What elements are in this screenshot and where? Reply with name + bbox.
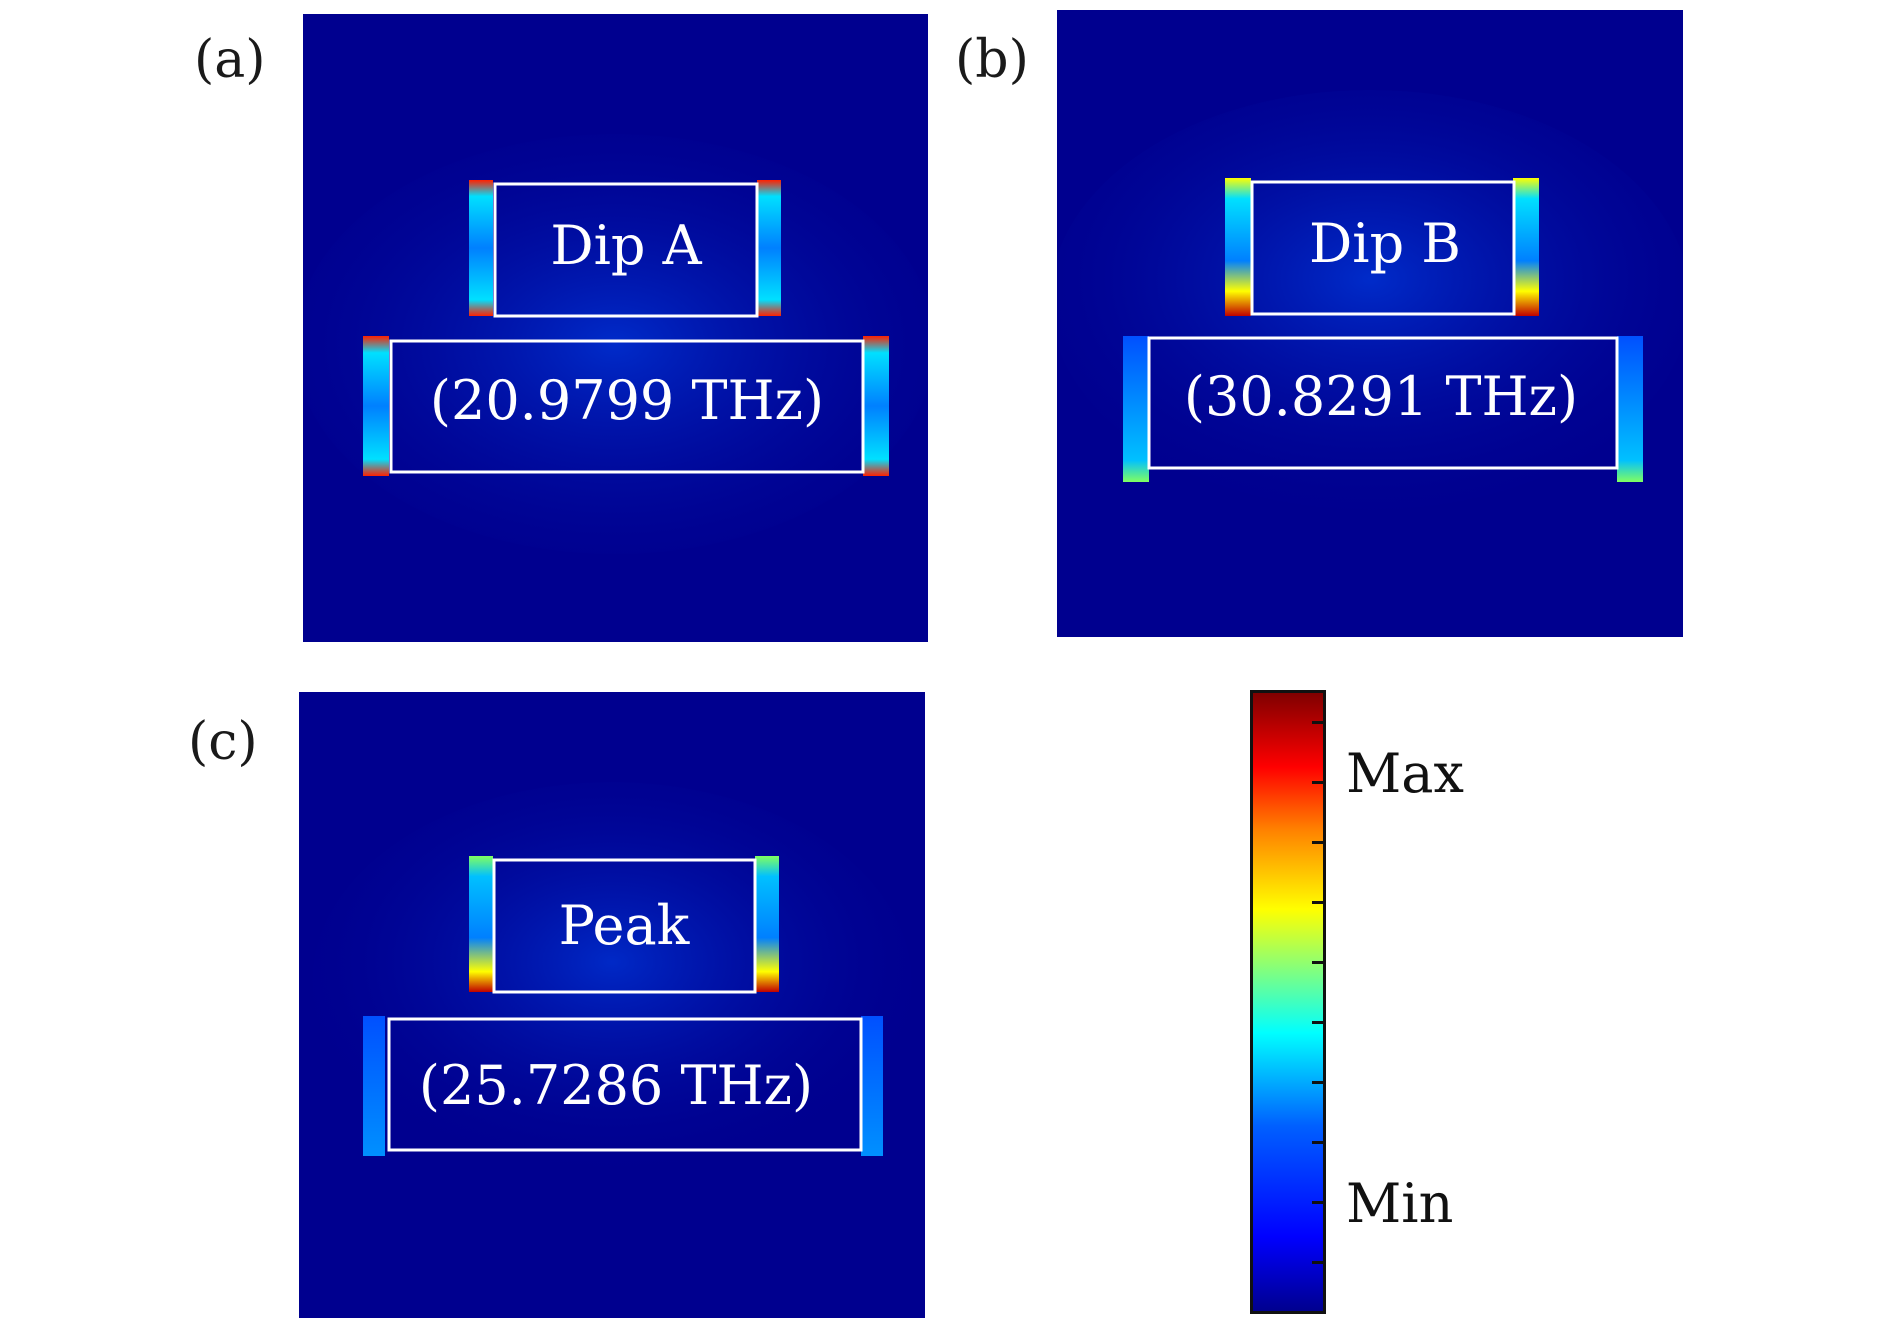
colorbar-tick (1312, 901, 1326, 904)
frequency-label-c: (25.7286 THz) (419, 1054, 813, 1117)
mode-label-c: Peak (559, 894, 691, 957)
colorbar-tick (1312, 1081, 1326, 1084)
colorbar-tick (1312, 1021, 1326, 1024)
colorbar-min-label: Min (1346, 1172, 1454, 1235)
hotspot-a-lower-left (363, 336, 389, 476)
resonator-a-lower (389, 339, 865, 474)
frequency-label-a: (20.9799 THz) (430, 369, 824, 432)
glow-b (1057, 90, 1683, 510)
glow-a (303, 134, 928, 554)
field-map-b: Dip B (30.8291 THz) (1057, 10, 1683, 637)
field-map-c-svg: Peak (25.7286 THz) (312, 782, 912, 1182)
colorbar-tick (1312, 781, 1326, 784)
glow-c (312, 782, 912, 1182)
hotspot-a-upper-right (757, 180, 781, 316)
hotspot-b-upper-right (1513, 178, 1539, 316)
resonator-c-lower (387, 1017, 863, 1152)
hotspot-c-lower-left (363, 1016, 385, 1156)
hotspot-c-upper-left (469, 856, 493, 992)
mode-label-a: Dip A (550, 214, 702, 277)
field-map-c: Peak (25.7286 THz) (299, 692, 925, 1318)
field-map-a: Dip A (20.9799 THz) (303, 14, 928, 642)
hotspot-a-lower-right (863, 336, 889, 476)
panel-a-label: (a) (194, 30, 266, 90)
colorbar-gradient (1250, 690, 1326, 1314)
field-map-a-svg: Dip A (20.9799 THz) (303, 134, 928, 554)
hotspot-b-upper-left (1225, 178, 1251, 316)
colorbar-tick (1312, 1201, 1326, 1204)
colorbar-tick (1312, 1141, 1326, 1144)
hotspot-c-upper-right (755, 856, 779, 992)
resonator-c-upper (492, 858, 757, 994)
hotspot-c-lower-right (861, 1016, 883, 1156)
panel-c-label: (c) (188, 712, 258, 772)
resonator-a-upper (493, 182, 759, 318)
resonator-b-upper (1250, 180, 1516, 316)
frequency-label-b: (30.8291 THz) (1184, 365, 1578, 428)
panel-b-label: (b) (955, 30, 1029, 90)
colorbar-tick (1312, 1261, 1326, 1264)
colorbar-max-label: Max (1346, 742, 1464, 805)
colorbar-tick (1312, 961, 1326, 964)
colorbar-tick (1312, 721, 1326, 724)
hotspot-b-lower-left (1123, 336, 1149, 482)
colorbar-tick (1312, 841, 1326, 844)
resonator-b-lower (1147, 336, 1619, 470)
field-map-b-svg: Dip B (30.8291 THz) (1057, 90, 1683, 510)
hotspot-b-lower-right (1617, 336, 1643, 482)
hotspot-a-upper-left (469, 180, 493, 316)
mode-label-b: Dip B (1309, 212, 1461, 275)
colorbar (1250, 690, 1326, 1314)
